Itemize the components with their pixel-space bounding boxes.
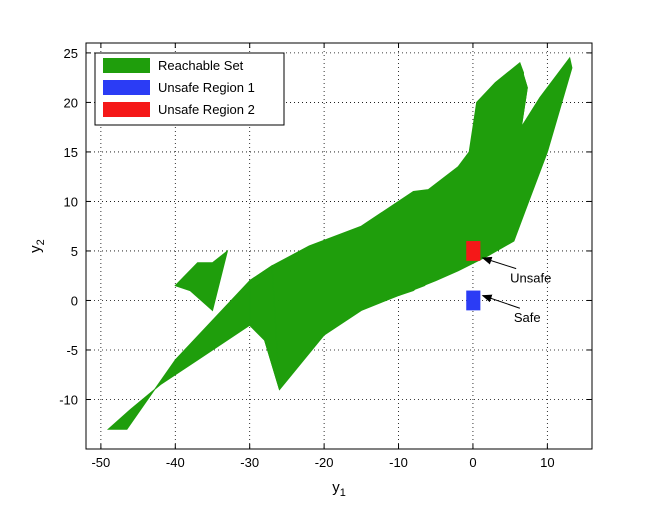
y-tick-label: 15 [64,145,78,160]
x-tick-label: -30 [240,455,259,470]
legend-label: Reachable Set [158,58,244,73]
x-tick-label: 10 [540,455,554,470]
legend-label: Unsafe Region 2 [158,102,255,117]
legend-label: Unsafe Region 1 [158,80,255,95]
y-tick-label: 10 [64,194,78,209]
x-axis-label-subscript: 1 [340,487,346,499]
reachable-set-subregion [519,62,528,128]
y-axis-label-subscript: 2 [35,239,47,245]
annotation-safe: Safe [514,310,541,325]
x-tick-label: -20 [315,455,334,470]
x-tick-label: 0 [469,455,476,470]
annotations: Unsafe Safe [481,256,551,325]
y-axis-label: y2 [27,239,47,253]
x-tick-label: -40 [166,455,185,470]
reachable-set-subregion [249,264,280,390]
y-tick-label: 5 [71,244,78,259]
y-tick-label: -5 [66,343,78,358]
y-tick-label: 20 [64,95,78,110]
y-tick-label: -10 [59,392,78,407]
annotation-arrow [481,294,521,309]
legend-swatch [103,80,150,95]
axes-box [85,42,593,450]
reachable-set-subregion [398,272,437,296]
y-tick-label: 25 [64,46,78,61]
annotation-unsafe: Unsafe [510,271,551,286]
y-tick-label: 0 [71,293,78,308]
legend: Reachable Set Unsafe Region 1 Unsafe Regio… [94,52,285,126]
reachable-set-subregion [174,249,229,312]
x-axis-label: y1 [332,479,346,499]
unsafe-region-2-rect [466,241,481,261]
annotation-arrow [481,256,517,270]
legend-swatch [103,102,150,117]
unsafe-region-1-rect [466,290,481,311]
legend-swatch [103,58,150,73]
x-tick-label: -50 [91,455,110,470]
plot-area [106,56,573,430]
x-tick-label: -10 [389,455,408,470]
